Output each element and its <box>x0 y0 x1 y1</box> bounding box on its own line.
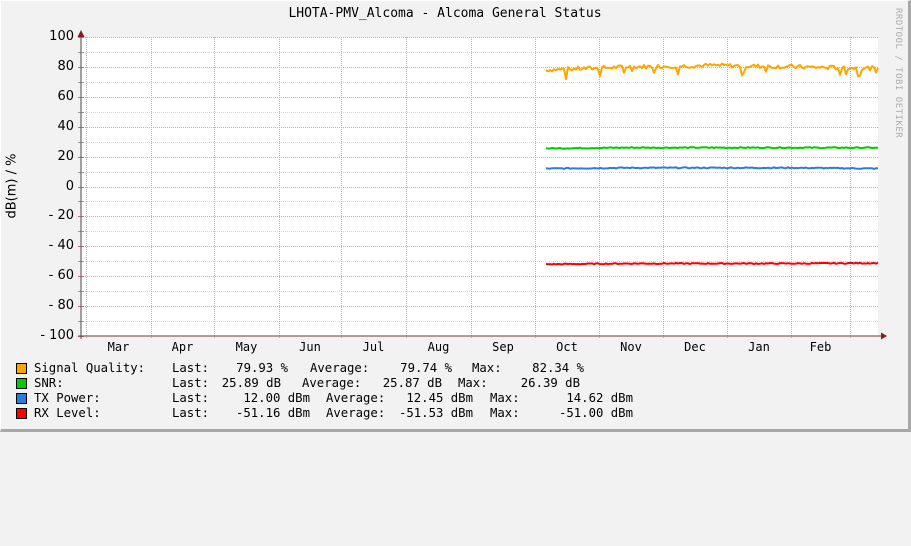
y-tick-label: 60 <box>57 88 74 104</box>
y-tick-label: 20 <box>57 148 74 164</box>
y-tick-label: - 60 <box>48 268 74 284</box>
last-label: Last: <box>172 391 210 405</box>
max-value: 26.39 dB <box>520 376 580 390</box>
last-value: -51.16 dBm <box>235 406 310 420</box>
y-tick-label: 40 <box>57 118 74 134</box>
max-value: 14.62 dBm <box>566 391 633 405</box>
x-tick-label: Apr <box>171 340 194 354</box>
last-label: Last: <box>172 376 210 390</box>
last-label: Last: <box>172 361 210 375</box>
x-tick-label: Jun <box>299 340 321 354</box>
legend-label: Signal Quality: <box>34 361 146 375</box>
average-value: 25.87 dB <box>382 376 442 390</box>
legend: Signal Quality: Last: 79.93 % Average: 7… <box>16 361 633 421</box>
legend-label: RX Level: <box>34 406 101 420</box>
max-value: 82.34 % <box>532 361 584 375</box>
last-label: Last: <box>172 406 210 420</box>
rx-level-swatch-icon <box>16 408 27 419</box>
plot-area <box>77 30 887 340</box>
average-value: -51.53 dBm <box>398 406 473 420</box>
average-label: Average: <box>302 376 362 390</box>
average-value: 79.74 % <box>400 361 452 375</box>
x-tick-label: Mar <box>107 340 130 354</box>
legend-row-rx-level: RX Level: Last: -51.16 dBm Average: -51.… <box>16 406 633 421</box>
x-tick-label: Jul <box>362 340 385 354</box>
average-label: Average: <box>326 391 386 405</box>
x-tick-label: Oct <box>556 340 578 354</box>
x-tick-label: Jan <box>748 340 770 354</box>
last-value: 12.00 dBm <box>243 391 310 405</box>
rx-level-line <box>545 261 879 266</box>
signal-quality-line <box>545 62 879 81</box>
average-value: 12.45 dBm <box>406 391 473 405</box>
grid-lines <box>78 37 878 339</box>
y-tick-label: - 40 <box>48 238 74 254</box>
y-axis-arrow-icon <box>77 30 85 37</box>
x-tick-label: Feb <box>809 340 832 354</box>
y-tick-label: - 20 <box>48 208 74 224</box>
rrdtool-watermark: RRDTOOL / TOBI OETIKER <box>893 8 903 139</box>
max-label: Max: <box>458 376 488 390</box>
legend-row-signal-quality: Signal Quality: Last: 79.93 % Average: 7… <box>16 361 584 376</box>
max-label: Max: <box>490 391 520 405</box>
max-label: Max: <box>472 361 502 375</box>
tx-power-swatch-icon <box>16 393 27 404</box>
snr-swatch-icon <box>16 378 27 389</box>
average-label: Average: <box>310 361 370 375</box>
max-label: Max: <box>490 406 520 420</box>
x-tick-label: Dec <box>684 340 706 354</box>
x-tick-label: Aug <box>427 340 450 354</box>
data-series <box>545 62 879 266</box>
y-tick-label: - 100 <box>40 328 74 343</box>
y-tick-label: - 80 <box>48 298 74 314</box>
legend-label: SNR: <box>34 376 64 390</box>
x-tick-label: May <box>235 340 258 354</box>
y-tick-label: 0 <box>65 178 74 194</box>
graph-frame <box>0 0 911 432</box>
last-value: 25.89 dB <box>221 376 281 390</box>
tx-power-line <box>545 166 879 170</box>
x-axis-arrow-icon <box>881 332 887 340</box>
last-value: 79.93 % <box>236 361 288 375</box>
legend-row-tx-power: TX Power: Last: 12.00 dBm Average: 12.45… <box>16 391 633 406</box>
x-tick-label: Nov <box>620 340 642 354</box>
y-tick-label: 100 <box>49 29 74 44</box>
chart-title: LHOTA-PMV_Alcoma - Alcoma General Status <box>288 6 602 21</box>
signal-quality-swatch-icon <box>16 363 27 374</box>
legend-label: TX Power: <box>34 391 101 405</box>
legend-row-snr: SNR: Last: 25.89 dB Average: 25.87 dB Ma… <box>16 376 580 391</box>
y-tick-label: 80 <box>57 58 74 74</box>
max-value: -51.00 dBm <box>558 406 633 420</box>
snr-line <box>545 146 879 150</box>
average-label: Average: <box>326 406 386 420</box>
x-tick-label: Sep <box>492 340 514 354</box>
